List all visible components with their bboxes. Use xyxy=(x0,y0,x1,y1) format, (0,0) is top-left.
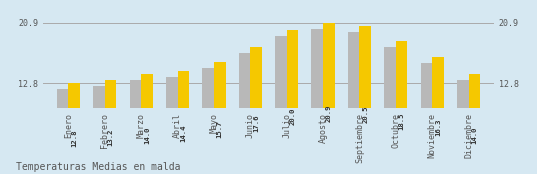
Bar xyxy=(105,80,117,174)
Text: Temperaturas Medias en malda: Temperaturas Medias en malda xyxy=(16,162,180,172)
Bar xyxy=(348,32,359,174)
Text: 18.5: 18.5 xyxy=(398,112,405,129)
Text: 20.5: 20.5 xyxy=(362,106,368,123)
Text: 20.9: 20.9 xyxy=(326,105,332,122)
Bar xyxy=(359,26,371,174)
Bar xyxy=(311,29,323,174)
Bar xyxy=(238,53,250,174)
Bar xyxy=(57,89,68,174)
Bar xyxy=(384,47,396,174)
Bar xyxy=(202,68,214,174)
Text: 12.8: 12.8 xyxy=(71,130,77,147)
Text: 16.3: 16.3 xyxy=(435,119,441,136)
Bar xyxy=(129,80,141,174)
Bar xyxy=(432,57,444,174)
Bar xyxy=(93,86,105,174)
Text: 14.0: 14.0 xyxy=(471,126,477,144)
Text: 20.0: 20.0 xyxy=(289,107,295,125)
Bar xyxy=(396,41,408,174)
Bar xyxy=(68,83,80,174)
Bar xyxy=(275,35,287,174)
Text: 14.0: 14.0 xyxy=(144,126,150,144)
Bar xyxy=(214,62,226,174)
Bar xyxy=(457,80,469,174)
Text: 15.7: 15.7 xyxy=(217,121,223,138)
Bar xyxy=(141,74,153,174)
Bar xyxy=(178,71,189,174)
Text: 14.4: 14.4 xyxy=(180,125,186,142)
Bar xyxy=(287,30,299,174)
Bar xyxy=(166,77,178,174)
Text: 13.2: 13.2 xyxy=(107,129,114,146)
Bar xyxy=(469,74,480,174)
Text: 17.6: 17.6 xyxy=(253,115,259,132)
Bar xyxy=(323,23,335,174)
Bar xyxy=(250,48,262,174)
Bar xyxy=(420,63,432,174)
